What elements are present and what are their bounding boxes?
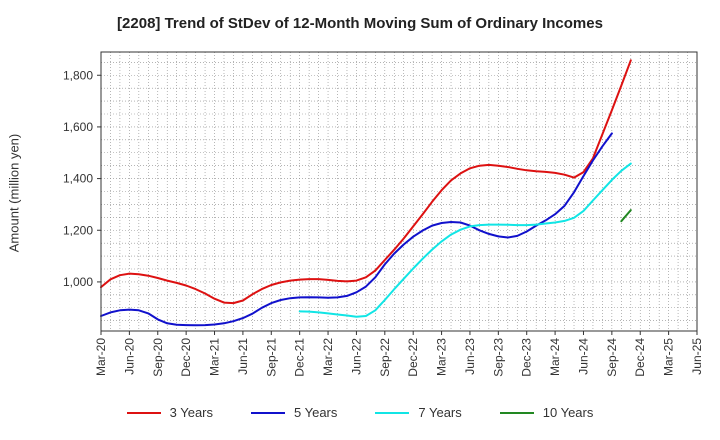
grid-lines <box>101 52 697 331</box>
y-tick-label: 1,200 <box>63 223 93 237</box>
x-tick-label: Sep-21 <box>264 338 278 377</box>
legend-label: 10 Years <box>542 405 594 420</box>
legend-label: 7 Years <box>418 405 462 420</box>
y-tick-label: 1,600 <box>63 120 93 134</box>
x-tick-label: Sep-24 <box>605 338 619 377</box>
x-tick-label: Dec-22 <box>406 338 420 377</box>
series-line-7-years <box>298 162 632 318</box>
series-line-10-years <box>620 209 632 223</box>
x-tick-label: Jun-23 <box>463 338 477 375</box>
y-tick-label: 1,000 <box>63 275 93 289</box>
y-tick-label: 1,400 <box>63 172 93 186</box>
x-tick-label: Mar-21 <box>208 338 222 376</box>
x-tick-label: Sep-20 <box>151 338 165 377</box>
legend-swatch <box>499 411 534 414</box>
legend-swatch <box>126 411 161 414</box>
series-line-3-years <box>100 59 632 305</box>
x-tick-label: Jun-25 <box>690 338 704 375</box>
x-tick-label: Jun-22 <box>349 338 363 375</box>
x-tick-label: Jun-21 <box>236 338 250 375</box>
x-tick-label: Sep-23 <box>491 338 505 377</box>
legend-item: 10 Years <box>499 405 594 420</box>
legend-swatch <box>375 411 410 414</box>
x-tick-label: Dec-21 <box>293 338 307 377</box>
x-tick-label: Mar-23 <box>435 338 449 376</box>
x-tick-label: Mar-25 <box>662 338 676 376</box>
x-tick-label: Dec-20 <box>179 338 193 377</box>
x-tick-labels: Mar-20 Jun-20 Sep-20 Dec-20 Mar-21 Jun-21 Sep-… <box>94 331 704 377</box>
y-tick-labels: 1,000 1,200 1,400 1,600 1,800 <box>63 68 101 289</box>
legend-swatch <box>251 411 285 414</box>
x-tick-label: Mar-20 <box>94 338 108 376</box>
series-lines <box>100 59 632 327</box>
legend-item: 3 Years <box>126 405 213 420</box>
x-tick-label: Jun-24 <box>576 338 590 375</box>
x-tick-label: Jun-20 <box>122 338 136 375</box>
series-line-5-years <box>100 132 613 327</box>
legend-item: 5 Years <box>251 405 337 420</box>
legend-label: 5 Years <box>294 405 338 420</box>
x-tick-label: Dec-23 <box>520 338 534 377</box>
y-tick-label: 1,800 <box>63 68 93 82</box>
plot-frame <box>100 51 698 332</box>
legend: 3 Years 5 Years 7 Years 10 Years <box>0 405 720 420</box>
x-tick-label: Mar-22 <box>321 338 335 376</box>
chart-title: [2208] Trend of StDev of 12-Month Moving… <box>117 15 603 32</box>
legend-label: 3 Years <box>169 405 213 420</box>
x-tick-label: Dec-24 <box>633 338 647 377</box>
legend-item: 7 Years <box>375 405 462 420</box>
x-tick-label: Mar-24 <box>548 338 562 376</box>
x-tick-label: Sep-22 <box>378 338 392 377</box>
